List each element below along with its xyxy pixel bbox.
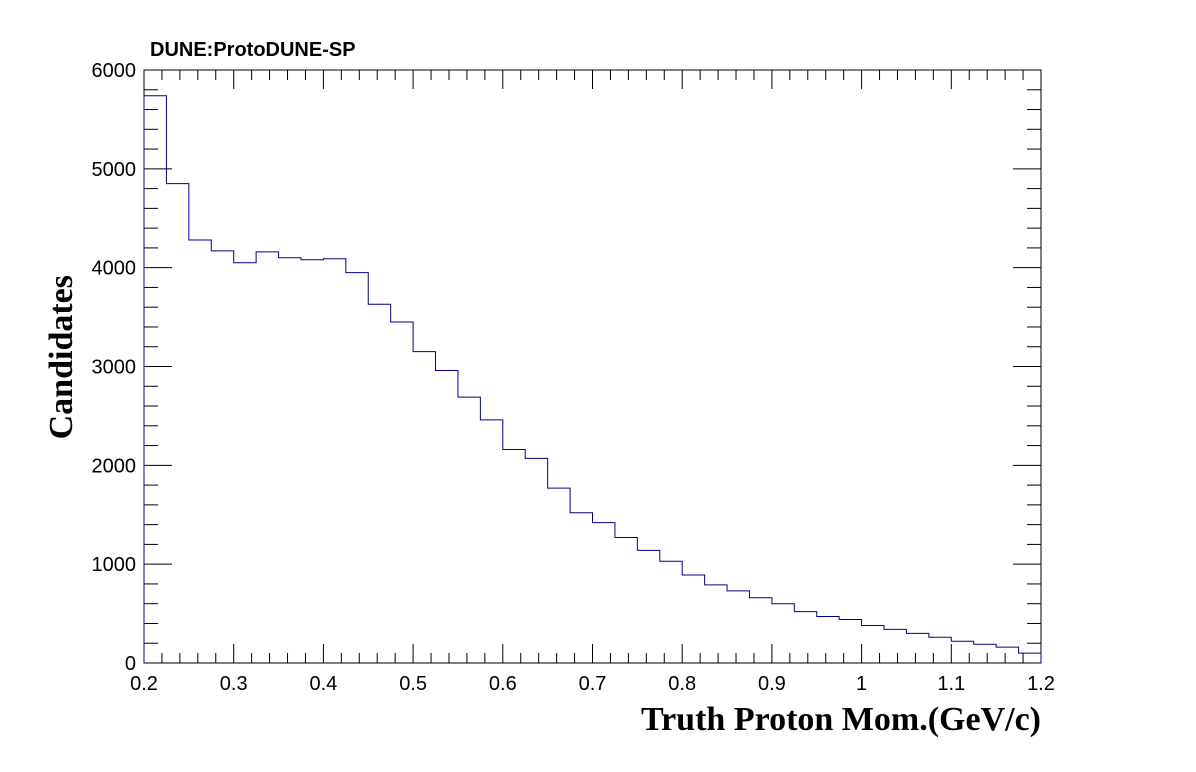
histogram-bin — [503, 450, 525, 663]
x-axis-title: Truth Proton Mom.(GeV/c) — [641, 701, 1041, 738]
histogram-bin — [525, 458, 547, 663]
histogram-bin — [301, 260, 323, 663]
histogram-bin — [996, 647, 1018, 663]
histogram-bin — [794, 612, 816, 663]
x-tick-label: 0.3 — [220, 673, 248, 695]
x-tick-label: 0.2 — [130, 673, 158, 695]
histogram-bin — [211, 251, 233, 663]
histogram-bin — [705, 585, 727, 663]
histogram-bin — [166, 184, 188, 663]
x-tick-label: 1.2 — [1027, 673, 1055, 695]
histogram-bin — [749, 598, 771, 663]
histogram-bin — [413, 352, 435, 663]
y-tick-label: 3000 — [92, 357, 137, 379]
histogram-bin — [480, 420, 502, 663]
histogram-bin — [234, 263, 256, 663]
histogram-bin — [929, 637, 951, 663]
histogram-bins — [144, 96, 1041, 663]
histogram-bin — [279, 258, 301, 663]
y-tick-label: 1000 — [92, 554, 137, 576]
histogram-outline — [143, 95, 1042, 663]
histogram-bin — [368, 304, 390, 663]
x-tick-label: 0.6 — [489, 673, 517, 695]
x-axis-ticks — [143, 70, 1042, 663]
x-tick-label: 1.1 — [937, 673, 965, 695]
y-tick-label: 4000 — [92, 258, 137, 280]
x-tick-label: 0.9 — [758, 673, 786, 695]
histogram-bin — [682, 575, 704, 663]
histogram-bin — [1019, 653, 1041, 663]
histogram-bin — [570, 513, 592, 663]
histogram-bin — [839, 620, 861, 663]
histogram-bin — [817, 617, 839, 663]
y-axis-title: Candidates — [43, 275, 80, 439]
histogram-bin — [189, 240, 211, 663]
x-tick-label: 0.7 — [579, 673, 607, 695]
histogram-bin — [660, 561, 682, 663]
histogram-bin — [884, 629, 906, 663]
chart-title: DUNE:ProtoDUNE-SP — [150, 39, 356, 61]
histogram-bin — [637, 550, 659, 663]
histogram-bin — [615, 537, 637, 663]
x-tick-label: 1 — [856, 673, 867, 695]
histogram-bin — [256, 252, 278, 663]
histogram-bin — [727, 591, 749, 663]
histogram-bin — [323, 259, 345, 663]
histogram-bin — [391, 322, 413, 663]
y-tick-label: 2000 — [92, 455, 137, 477]
y-axis-ticks — [144, 69, 1041, 664]
histogram-bin — [974, 644, 996, 663]
histogram-bin — [144, 96, 166, 663]
y-axis-tick-labels: 0 1000 2000 3000 4000 5000 6000 — [92, 60, 137, 675]
histogram-bin — [548, 488, 570, 663]
histogram-bin — [346, 273, 368, 663]
x-tick-label: 0.4 — [309, 673, 337, 695]
y-tick-label: 5000 — [92, 159, 137, 181]
x-axis-tick-labels: 0.2 0.3 0.4 0.5 0.6 0.7 0.8 0.9 1 1.1 1.2 — [130, 673, 1055, 695]
histogram-bin — [436, 370, 458, 663]
histogram-bin — [951, 641, 973, 663]
histogram-bin — [458, 397, 480, 663]
x-tick-label: 0.5 — [399, 673, 427, 695]
histogram-bin — [772, 604, 794, 663]
x-tick-label: 0.8 — [668, 673, 696, 695]
histogram-bin — [906, 633, 928, 663]
histogram-bin — [862, 625, 884, 663]
y-tick-label: 6000 — [92, 60, 137, 82]
histogram-bin — [593, 523, 615, 663]
y-tick-label: 0 — [125, 653, 136, 675]
